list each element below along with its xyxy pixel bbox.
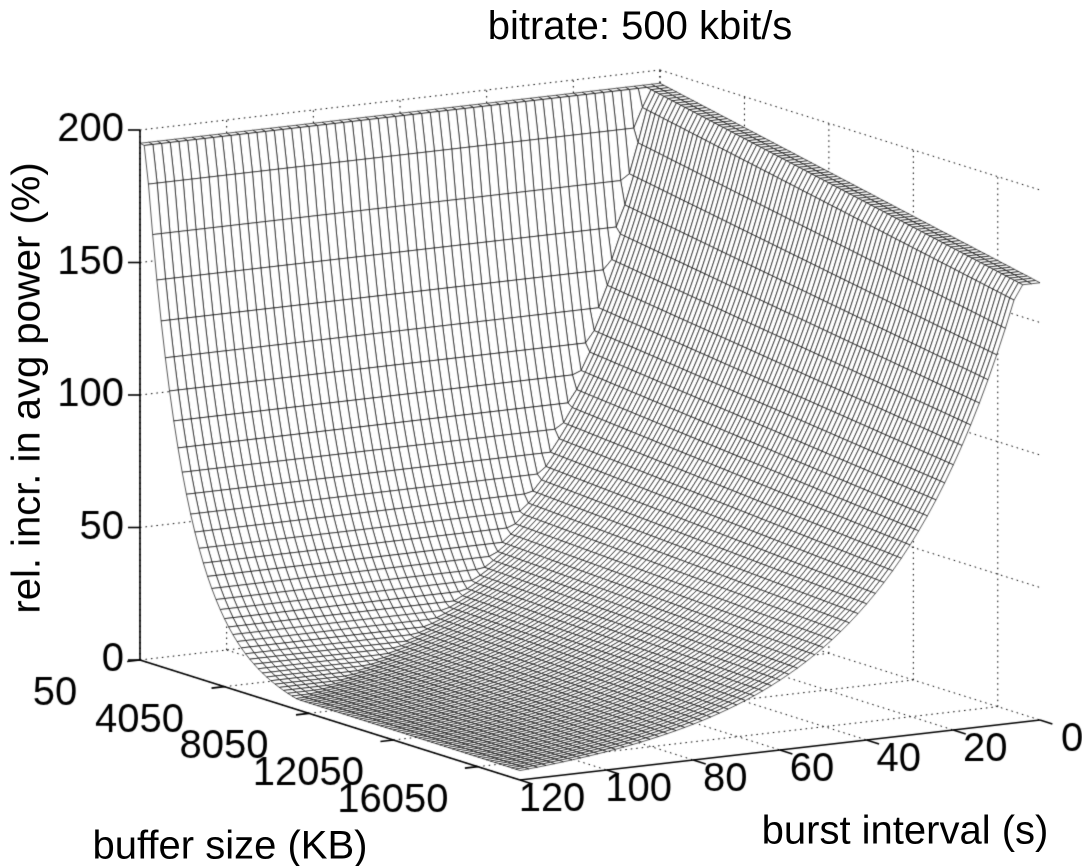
- z-axis-label: rel. incr. in avg power (%): [4, 162, 49, 614]
- chart-title: bitrate: 500 kbit/s: [487, 4, 793, 48]
- y-axis-label: burst interval (s): [761, 808, 1049, 853]
- x-axis-label: buffer size (KB): [92, 823, 368, 866]
